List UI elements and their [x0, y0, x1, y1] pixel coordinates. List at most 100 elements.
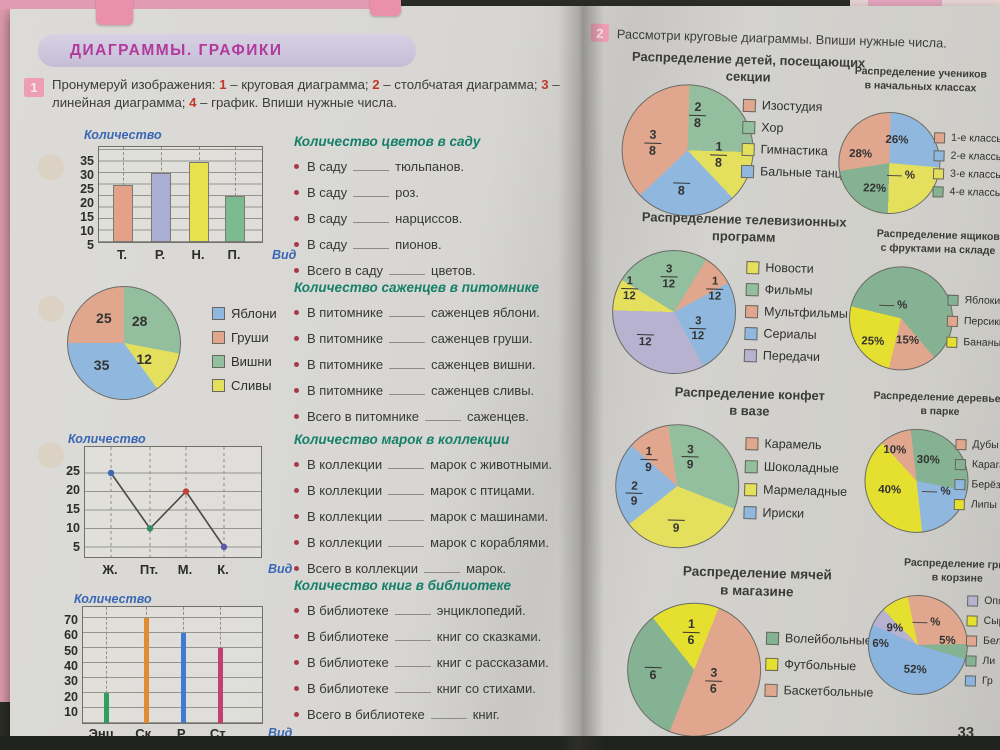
- page-spot: [38, 442, 64, 468]
- item-post: тюльпанов.: [395, 159, 465, 174]
- books-line-diagram: [82, 606, 263, 724]
- bar-peonies: [225, 196, 245, 242]
- pct-5: 5%: [938, 634, 956, 648]
- item-post: саженцев сливы.: [431, 383, 535, 398]
- legend-label: Опя: [983, 594, 1000, 608]
- legend-label: Волейбольные: [784, 631, 872, 648]
- stamps-line-svg: [85, 447, 261, 557]
- xcat-r: Р.: [154, 247, 166, 262]
- section-heading: Количество книг в библиотеке: [294, 578, 512, 593]
- bar-narcissus: [189, 161, 209, 242]
- right-page-content: 2 Рассмотри круговые диаграммы. Впиши ну…: [565, 7, 1000, 750]
- pct-blank: %: [886, 169, 915, 182]
- swatch: [743, 482, 758, 496]
- ytick: 25: [80, 182, 94, 196]
- frac-den: 6: [687, 633, 695, 648]
- task1-num4: 4: [189, 95, 197, 111]
- bullet-icon: [294, 540, 299, 545]
- fill-blank: [388, 484, 425, 495]
- item-post: книг.: [472, 707, 500, 722]
- swatch: [741, 142, 755, 156]
- frac-den: 12: [662, 277, 676, 291]
- fraction-cartoons: 1 12: [706, 274, 724, 303]
- item-post: энциклопедий.: [436, 603, 526, 618]
- children-sections-legend: Изостудия Хор Гимнастика Бальные танцы: [740, 98, 853, 181]
- frac-den: 8: [714, 155, 723, 170]
- frac-den: 9: [672, 520, 680, 536]
- saplings-legend: Яблони Груши Вишни Сливы: [212, 306, 277, 393]
- item-pre: В саду: [307, 211, 348, 226]
- legend-label: Карага: [971, 458, 1000, 472]
- swatch-plums: [212, 379, 225, 392]
- frac-num: 3: [660, 262, 678, 278]
- tv-pie: 1 12 3 12 1 12 3 12 12: [610, 248, 738, 376]
- legend-label: Передачи: [762, 348, 821, 365]
- legend-label: 1-е классы: [950, 131, 1000, 146]
- item-pre: В библиотеке: [307, 681, 389, 696]
- flowers-xlabel: Вид: [272, 248, 297, 262]
- bullet-icon: [294, 686, 299, 691]
- legend-item: Вишни: [212, 354, 277, 369]
- fraction-volleyball-blank: 6: [644, 654, 663, 683]
- legend-label: Хор: [761, 120, 784, 136]
- swatch: [946, 315, 959, 327]
- item-pre: В питомнике: [307, 383, 384, 398]
- item-pre: В библиотеке: [307, 603, 389, 618]
- frac-den: 12: [691, 329, 705, 343]
- legend-label: Ириски: [762, 505, 805, 521]
- ytick: 25: [66, 464, 80, 478]
- legend-label: Баскетбольные: [783, 683, 874, 700]
- bullet-icon: [294, 660, 299, 665]
- section-heading: Количество саженцев в питомнике: [294, 280, 539, 295]
- bullet-icon: [294, 242, 299, 247]
- stamps-xlabel: Вид: [268, 562, 293, 576]
- pie-g-title: Распределение мячей в магазине: [629, 561, 885, 603]
- task1-num3: 3: [541, 77, 549, 92]
- frac-num: 2: [689, 100, 707, 117]
- ytick: 10: [64, 704, 78, 719]
- pie-value-cherries: 28: [131, 312, 148, 329]
- bar-tulips: [113, 184, 133, 242]
- fill-blank: [388, 458, 425, 469]
- list-item: В питомнике саженцев груши.: [294, 331, 568, 346]
- right-page: 2 Рассмотри круговые диаграммы. Впиши ну…: [585, 8, 1000, 750]
- item-post: пионов.: [395, 237, 442, 252]
- bar-stories: [181, 633, 186, 723]
- swatch: [765, 657, 779, 671]
- item-pre: В библиотеке: [307, 629, 389, 644]
- pct-22: 22%: [862, 182, 887, 195]
- item-pre: В питомнике: [307, 357, 384, 372]
- blank-line: [886, 174, 902, 177]
- ytick: 20: [66, 483, 80, 497]
- fill-blank: [353, 212, 390, 223]
- fraction-news: 1 12: [621, 275, 639, 303]
- xcat-r2: Р.: [176, 726, 188, 741]
- swatch: [932, 185, 944, 198]
- swatch: [954, 478, 966, 490]
- chapter-title: ДИАГРАММЫ. ГРАФИКИ: [70, 41, 283, 59]
- pie-d-title: Распределение ящиков с фруктами на склад…: [863, 227, 1000, 258]
- ytick: 35: [80, 154, 94, 168]
- frac-num: [667, 507, 686, 522]
- fill-blank: [394, 656, 431, 667]
- item-post: книг со стихами.: [436, 681, 536, 696]
- xcat-n: Н.: [191, 247, 205, 262]
- pink-book-edge-top: [0, 0, 400, 9]
- item-pre: В питомнике: [307, 331, 384, 346]
- balls-legend: Волейбольные Футбольные Баскетбольные: [764, 631, 875, 700]
- left-page: ДИАГРАММЫ. ГРАФИКИ 1 Пронумеруй изображе…: [22, 14, 570, 741]
- frac-num: [672, 170, 691, 184]
- ytick: 50: [64, 643, 78, 658]
- task1-part: – график. Впиши нужные числа.: [196, 95, 397, 111]
- photo-bottom-edge: [0, 736, 1000, 750]
- frac-num: 1: [640, 444, 658, 461]
- fill-blank: [389, 358, 426, 369]
- xcat-m: М.: [177, 562, 193, 577]
- fill-blank: [389, 332, 426, 343]
- pct-blank: %: [879, 298, 907, 311]
- legend-label: Бел: [982, 634, 1000, 648]
